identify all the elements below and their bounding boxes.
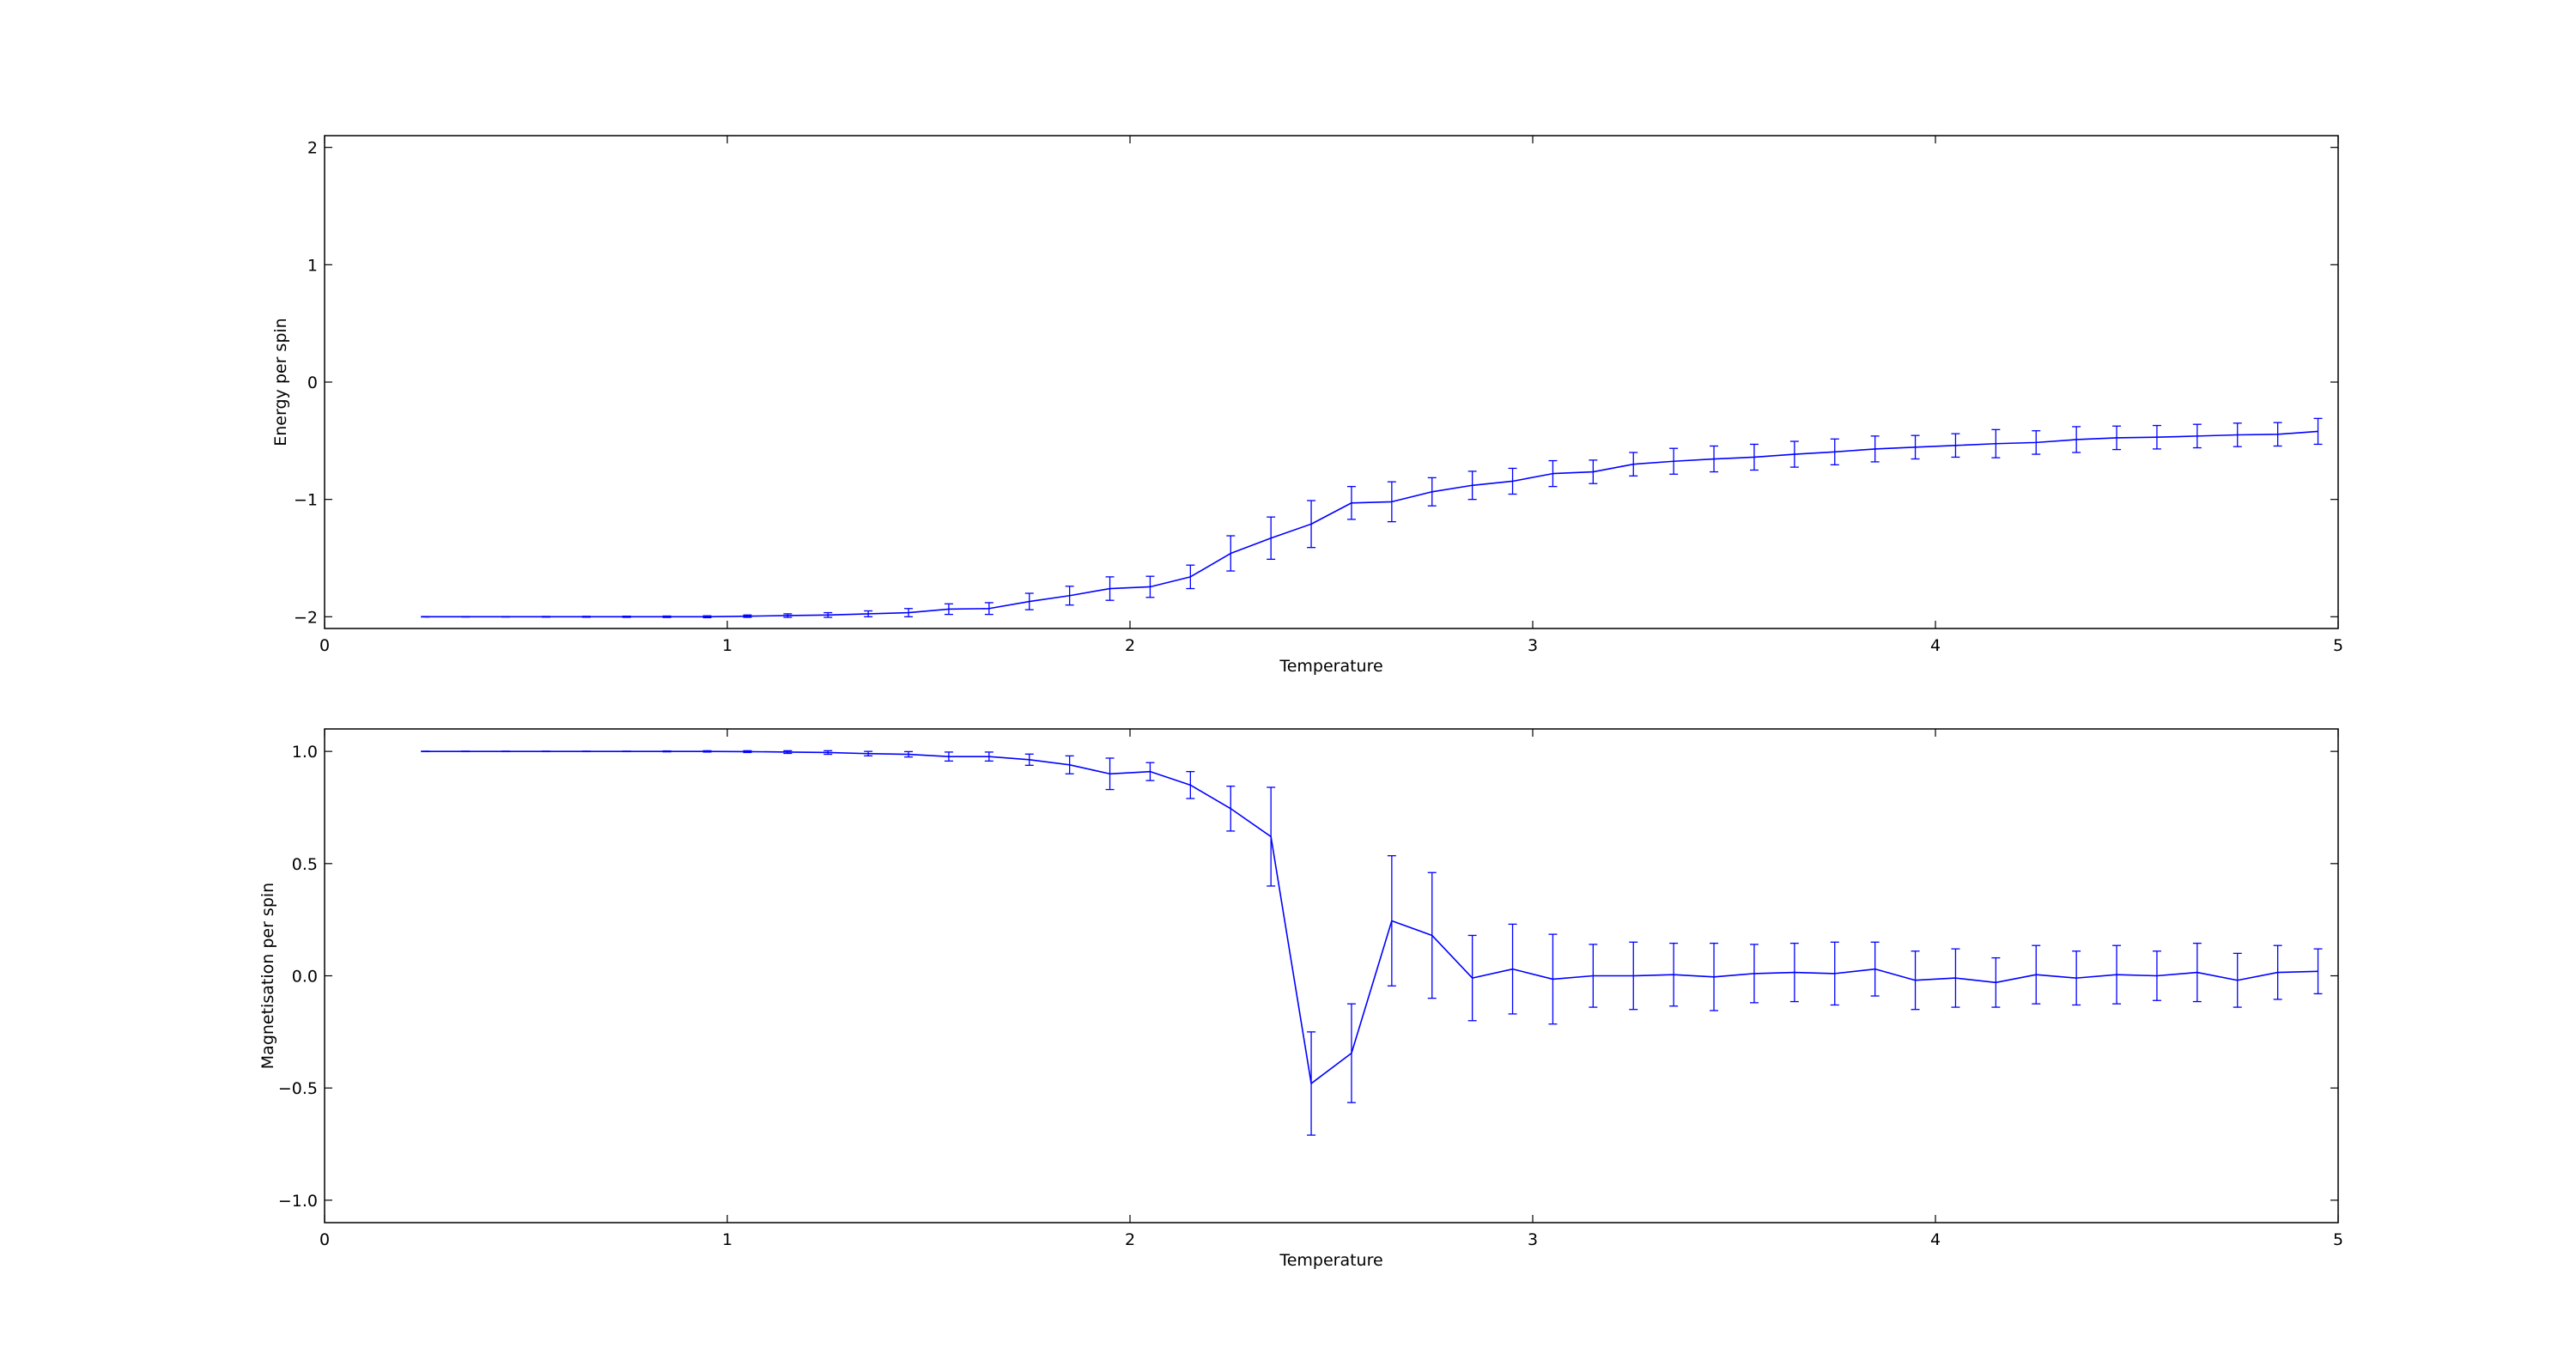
magnetisation-xtick-label: 5 (2333, 1230, 2343, 1249)
energy-ytick-label: 0 (307, 373, 318, 392)
magnetisation-ytick-label: 0.0 (292, 968, 318, 987)
magnetisation-series-line (425, 750, 2318, 1084)
magnetisation-y-axis-label: Magnetisation per spin (258, 883, 277, 1069)
magnetisation-x-axis-label: Temperature (1279, 1251, 1382, 1270)
magnetisation-ytick-label: −1.0 (278, 1192, 318, 1211)
magnetisation-xtick-label: 3 (1528, 1230, 1538, 1249)
energy-ytick-label: 2 (307, 139, 318, 158)
magnetisation-subplot: 0 1 2 3 4 5 −1.0 −0.5 0.0 0.5 1.0 Temperature Magnet… (258, 728, 2343, 1270)
magnetisation-xtick-label: 1 (722, 1230, 732, 1249)
energy-x-axis-label: Temperature (1279, 657, 1382, 676)
energy-xtick-label: 0 (319, 636, 330, 655)
energy-series-line (425, 430, 2318, 618)
magnetisation-ytick-label: 1.0 (292, 743, 318, 762)
energy-xtick-label: 1 (722, 636, 732, 655)
energy-ytick-label: −2 (294, 608, 318, 627)
magnetisation-ytick-label: 0.5 (292, 855, 318, 874)
energy-xtick-label: 4 (1930, 636, 1941, 655)
magnetisation-xtick-label: 4 (1930, 1230, 1941, 1249)
magnetisation-xtick-label: 2 (1125, 1230, 1135, 1249)
energy-y-axis-label: Energy per spin (271, 318, 290, 446)
energy-xtick-label: 5 (2333, 636, 2343, 655)
energy-ytick-label: −1 (294, 491, 318, 510)
energy-subplot: 0 1 2 3 4 5 −2 −1 0 1 2 Temperature Energy per spin (271, 135, 2343, 676)
magnetisation-ytick-label: −0.5 (278, 1079, 318, 1098)
energy-ytick-label: 1 (307, 256, 318, 275)
energy-xtick-label: 3 (1528, 636, 1538, 655)
energy-xtick-label: 2 (1125, 636, 1135, 655)
magnetisation-xtick-label: 0 (319, 1230, 330, 1249)
